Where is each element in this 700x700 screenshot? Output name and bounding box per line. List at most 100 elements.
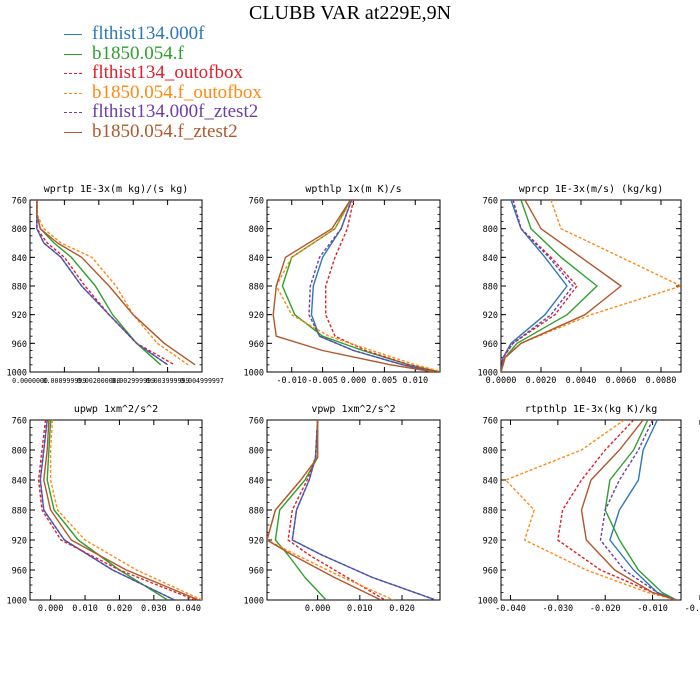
chart-panel: wprtp 1E-3x(m kg)/(s kg) 760 800 840 880 920 9… <box>7 184 224 385</box>
x-tick-label: 0.002999999 <box>111 377 155 385</box>
y-tick-label: 880 <box>483 283 498 293</box>
series-line <box>39 420 175 600</box>
y-tick-label: 1000 <box>478 369 498 379</box>
series-line <box>36 200 168 366</box>
y-tick-label: 800 <box>249 447 264 457</box>
y-tick-label: 960 <box>249 567 264 577</box>
plot-frame <box>500 199 682 373</box>
x-tick-label: -0.010 <box>637 604 668 614</box>
panel-title: upwp 1xm^2/s^2 <box>74 404 158 415</box>
series-line <box>501 200 598 372</box>
series-line <box>36 200 189 366</box>
series-line <box>267 420 394 600</box>
x-tick-label: 0.003999999 <box>146 377 190 385</box>
x-tick-label: -0.005 <box>307 376 338 386</box>
y-tick-label: 920 <box>483 537 498 547</box>
y-tick-label: 880 <box>249 283 264 293</box>
x-tick-label: 0.010 <box>347 604 373 614</box>
x-tick-label: 0.000 <box>305 604 331 614</box>
chart-panel: vpwp 1xm^2/s^2 760 800 840 880 920 960 1000 0.00… <box>244 404 441 614</box>
series-line <box>291 420 437 600</box>
x-tick-label: 0.010 <box>72 604 98 614</box>
y-tick-label: 800 <box>12 447 27 457</box>
series-line <box>39 420 175 600</box>
x-tick-label: 0.002000000 <box>77 377 121 385</box>
x-tick-label: 0.0060 <box>606 376 637 386</box>
legend-swatch <box>64 112 82 114</box>
series-line <box>580 420 677 600</box>
y-tick-label: 760 <box>249 417 264 427</box>
series-line <box>501 200 622 372</box>
y-tick-label: 1000 <box>7 597 27 607</box>
legend-label: b1850.054.f_outofbox <box>92 81 262 103</box>
series-line <box>609 420 677 600</box>
legend-label: flthist134.000f_ztest2 <box>92 101 259 123</box>
y-tick-label: 920 <box>12 311 27 321</box>
x-tick-label: 0.040 <box>175 604 201 614</box>
plot-frame <box>29 199 203 373</box>
legend-label: flthist134.000f <box>92 23 205 44</box>
y-tick-label: 800 <box>12 225 27 235</box>
series-line <box>267 420 382 600</box>
x-tick-label: 0.0020 <box>526 376 557 386</box>
y-tick-label: 760 <box>483 417 498 427</box>
y-tick-label: 760 <box>249 197 264 207</box>
panel-title: wprtp 1E-3x(m kg)/(s kg) <box>44 184 189 195</box>
legend-swatch <box>64 73 82 75</box>
series-line <box>37 420 196 600</box>
y-tick-label: 880 <box>12 507 27 517</box>
panel-title: wprcp 1E-3x(m/s) (kg/kg) <box>519 184 664 195</box>
legend-label: b1850.054.f <box>92 42 184 64</box>
y-tick-label: 960 <box>12 567 27 577</box>
x-tick-label: 0.000999999 <box>43 377 87 385</box>
y-tick-label: 760 <box>12 417 27 427</box>
series-line <box>287 420 386 600</box>
chart-panel: rtpthlp 1E-3x(kg K)/kg 760 800 840 880 920 960… <box>478 404 700 614</box>
y-tick-label: 920 <box>249 311 264 321</box>
series-line <box>599 420 677 600</box>
plot-frame <box>29 419 203 601</box>
y-tick-label: 920 <box>483 311 498 321</box>
chart-panel: upwp 1xm^2/s^2 760 800 840 880 920 960 1000 0.00… <box>7 404 203 614</box>
y-tick-label: 880 <box>12 283 27 293</box>
series-line <box>557 420 677 600</box>
figure-title: CLUBB VAR at229E,9N <box>248 2 452 24</box>
y-tick-label: 760 <box>483 197 498 207</box>
legend-swatch <box>64 92 82 94</box>
legend-label: flthist134_outofbox <box>92 62 243 84</box>
x-tick-label: 0.000 <box>341 376 367 386</box>
y-tick-label: 800 <box>483 225 498 235</box>
x-tick-label: -0.040 <box>495 604 526 614</box>
y-tick-label: 960 <box>483 567 498 577</box>
x-tick-label: 0.020 <box>389 604 415 614</box>
series-line <box>501 200 681 372</box>
legend-label: b1850.054.f_ztest2 <box>92 120 238 142</box>
x-tick-label: -0.030 <box>542 604 573 614</box>
legend-swatch <box>64 131 82 133</box>
chart-panel: wpthlp 1x(m K)/s 760 800 840 880 920 960 1000 -0… <box>244 184 441 386</box>
x-tick-label: -0.000 <box>685 604 700 614</box>
plot-frame <box>500 419 682 601</box>
y-tick-label: 840 <box>12 477 27 487</box>
y-tick-label: 840 <box>483 254 498 264</box>
x-tick-label: -0.020 <box>590 604 621 614</box>
x-tick-label: 0.0000 <box>486 376 517 386</box>
y-tick-label: 840 <box>483 477 498 487</box>
x-tick-label: 0.004999997 <box>180 377 224 385</box>
legend-swatch <box>64 34 82 35</box>
y-tick-label: 800 <box>483 447 498 457</box>
series-line <box>272 200 434 372</box>
x-tick-label: 0.010 <box>402 376 428 386</box>
x-tick-label: 0.000 <box>38 604 64 614</box>
series-line <box>325 200 440 372</box>
y-tick-label: 960 <box>12 340 27 350</box>
x-tick-label: 0.0080 <box>646 376 677 386</box>
panel-title: rtpthlp 1E-3x(kg K)/kg <box>525 404 657 415</box>
y-tick-label: 1000 <box>478 597 498 607</box>
y-tick-label: 800 <box>249 225 264 235</box>
chart-panel: wprcp 1E-3x(m/s) (kg/kg) 760 800 840 880 920 9… <box>478 184 682 386</box>
legend-swatch <box>64 53 82 55</box>
series-line <box>43 420 199 600</box>
series-line <box>36 200 196 366</box>
